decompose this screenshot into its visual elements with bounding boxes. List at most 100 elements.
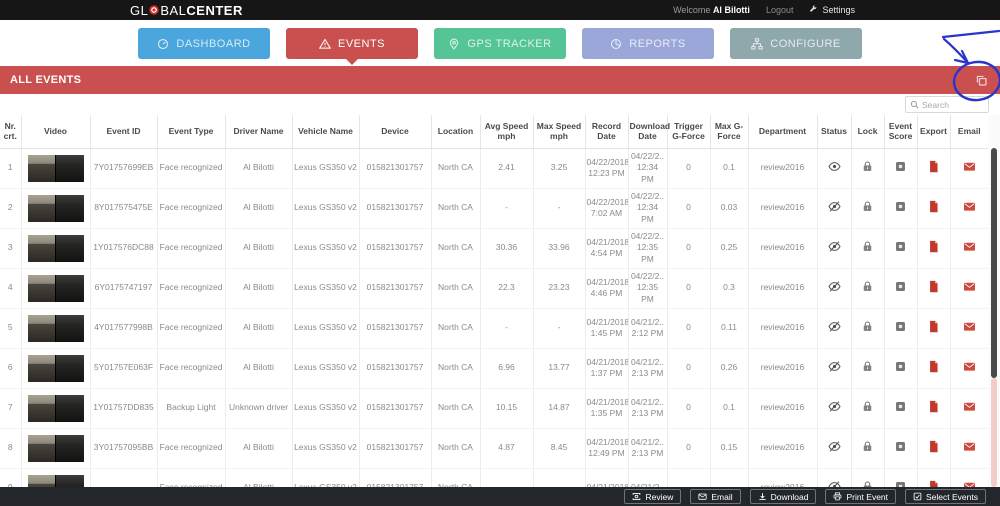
- event-score-icon[interactable]: [894, 360, 907, 373]
- pdf-export-icon[interactable]: [927, 360, 940, 373]
- cell-max-speed: [533, 468, 586, 487]
- event-score-icon[interactable]: [894, 240, 907, 253]
- scrollbar-track: [991, 378, 997, 487]
- tab-events[interactable]: EVENTS: [286, 28, 418, 65]
- lock-icon[interactable]: [861, 320, 874, 333]
- download-button[interactable]: Download: [749, 489, 817, 504]
- cell-event-type: Face recognized: [157, 428, 226, 469]
- email-icon[interactable]: [963, 200, 976, 213]
- email-icon[interactable]: [963, 240, 976, 253]
- eye-off-icon[interactable]: [827, 320, 841, 333]
- cell-nr: 2: [0, 188, 22, 229]
- eye-icon[interactable]: [827, 160, 841, 173]
- print-event-button[interactable]: Print Event: [825, 489, 897, 504]
- pdf-export-icon[interactable]: [927, 240, 940, 253]
- video-thumbnail[interactable]: [27, 234, 84, 262]
- cell-status: [817, 148, 852, 189]
- cell-record-date: 04/21/2018 1:35 PM: [585, 388, 629, 429]
- pdf-export-icon[interactable]: [927, 480, 940, 487]
- eye-off-icon[interactable]: [827, 200, 841, 213]
- tab-gps-tracker[interactable]: GPS TRACKER: [434, 28, 566, 59]
- cell-department: review2016: [748, 468, 818, 487]
- scrollbar-thumb[interactable]: [991, 148, 997, 378]
- email-icon[interactable]: [963, 400, 976, 413]
- video-thumbnail[interactable]: [27, 434, 84, 462]
- lock-icon[interactable]: [861, 480, 874, 487]
- video-thumbnail[interactable]: [27, 274, 84, 302]
- email-icon[interactable]: [963, 160, 976, 173]
- cell-video: [21, 148, 91, 189]
- select-events-button[interactable]: Select Events: [905, 489, 986, 504]
- event-score-icon[interactable]: [894, 160, 907, 173]
- tab-dashboard[interactable]: DASHBOARD: [138, 28, 270, 59]
- video-thumbnail[interactable]: [27, 314, 84, 342]
- settings-label: Settings: [822, 5, 855, 15]
- email-icon[interactable]: [963, 480, 976, 487]
- eye-off-icon[interactable]: [827, 400, 841, 413]
- settings-link[interactable]: Settings: [809, 5, 855, 16]
- video-thumbnail[interactable]: [27, 394, 84, 422]
- lock-icon[interactable]: [861, 280, 874, 293]
- email-icon[interactable]: [963, 440, 976, 453]
- tab-reports[interactable]: REPORTS: [582, 28, 714, 59]
- table-scrollbar[interactable]: [988, 115, 1000, 487]
- event-score-icon[interactable]: [894, 400, 907, 413]
- search-box[interactable]: [905, 96, 989, 113]
- review-button[interactable]: Review: [624, 489, 682, 504]
- logo-text-mid: BAL: [160, 2, 187, 18]
- event-score-icon[interactable]: [894, 480, 907, 487]
- video-thumbnail[interactable]: [27, 154, 84, 182]
- email-icon[interactable]: [963, 360, 976, 373]
- search-input[interactable]: [922, 99, 984, 110]
- pdf-export-icon[interactable]: [927, 160, 940, 173]
- cell-department: review2016: [748, 148, 818, 189]
- pdf-export-icon[interactable]: [927, 400, 940, 413]
- cell-nr: 4: [0, 268, 22, 309]
- cell-nr: 5: [0, 308, 22, 349]
- eye-off-icon[interactable]: [827, 440, 841, 453]
- email-icon[interactable]: [963, 320, 976, 333]
- event-score-icon[interactable]: [894, 280, 907, 293]
- video-pane-cabin: [56, 234, 84, 262]
- lock-icon[interactable]: [861, 440, 874, 453]
- export-events-button[interactable]: [973, 72, 990, 89]
- footer-button-label: Review: [645, 491, 674, 502]
- tab-configure[interactable]: CONFIGURE: [730, 28, 862, 59]
- eye-off-icon[interactable]: [827, 240, 841, 253]
- cell-email: [950, 268, 988, 309]
- lock-icon[interactable]: [861, 200, 874, 213]
- lock-icon[interactable]: [861, 160, 874, 173]
- email-icon[interactable]: [963, 280, 976, 293]
- pdf-export-icon[interactable]: [927, 440, 940, 453]
- cell-nr: 1: [0, 148, 22, 189]
- video-thumbnail[interactable]: [27, 474, 84, 487]
- event-score-icon[interactable]: [894, 320, 907, 333]
- pdf-export-icon[interactable]: [927, 200, 940, 213]
- table-row: 5 4Y017577998B Face recognized Al Bilotti Le…: [0, 308, 988, 349]
- cell-avg-speed: 30.36: [480, 228, 534, 269]
- eye-off-icon[interactable]: [827, 480, 841, 487]
- email-button[interactable]: Email: [690, 489, 741, 504]
- logout-link[interactable]: Logout: [765, 5, 794, 15]
- video-thumbnail[interactable]: [27, 194, 84, 222]
- pdf-export-icon[interactable]: [927, 280, 940, 293]
- eye-off-icon[interactable]: [827, 360, 841, 373]
- pdf-export-icon[interactable]: [927, 320, 940, 333]
- event-score-icon[interactable]: [894, 200, 907, 213]
- lock-icon[interactable]: [861, 240, 874, 253]
- events-table: Nr. crt. Video Event ID Event Type Driver Na…: [0, 115, 988, 487]
- cell-max-speed: 13.77: [533, 348, 586, 389]
- column-header: Trigger G-Force: [667, 115, 711, 149]
- lock-icon[interactable]: [861, 400, 874, 413]
- cell-trigger-gforce: 0: [667, 388, 711, 429]
- top-bar: GL BAL CENTER Welcome Al Bilotti Logout …: [0, 0, 1000, 20]
- logo-target-icon: [149, 5, 160, 15]
- lock-icon[interactable]: [861, 360, 874, 373]
- video-thumbnail[interactable]: [27, 354, 84, 382]
- cell-event-id: 3Y01757095BB: [90, 428, 158, 469]
- eye-off-icon[interactable]: [827, 280, 841, 293]
- event-score-icon[interactable]: [894, 440, 907, 453]
- cell-email: [950, 468, 988, 487]
- cell-device: 015821301757: [359, 308, 432, 349]
- video-pane-front: [27, 354, 56, 382]
